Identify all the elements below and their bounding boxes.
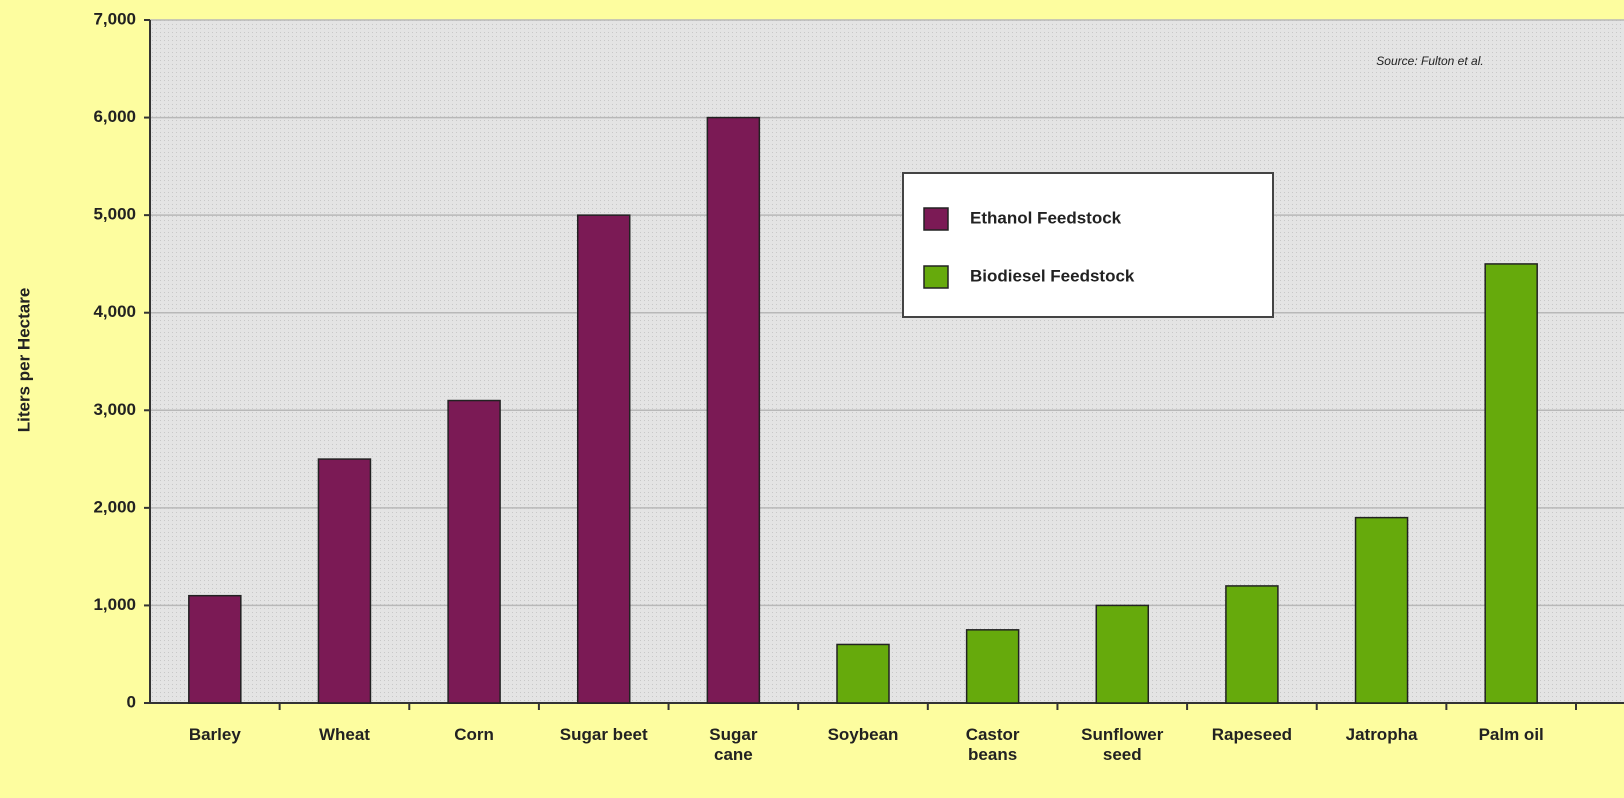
bar (1354, 516, 1409, 704)
x-tick-label: Corn (454, 725, 494, 744)
x-tick-label: Barley (188, 725, 241, 744)
y-tick-label: 6,000 (93, 107, 136, 126)
bar (447, 399, 501, 704)
x-tick-label: Rapeseed (1211, 725, 1293, 744)
legend-swatch (923, 265, 949, 289)
source-note: Source: Fulton et al. (1376, 54, 1483, 68)
bar (1095, 604, 1150, 704)
y-tick-label: 1,000 (93, 595, 136, 614)
bar (1484, 263, 1538, 704)
y-tick-label: 5,000 (93, 205, 136, 224)
y-tick-label: 3,000 (93, 400, 136, 419)
y-axis-label: Liters per Hectare (14, 288, 33, 433)
x-tick-label: Sugar cane (709, 725, 758, 764)
x-tick-label: Sunflower seed (1081, 725, 1164, 764)
legend-label: Ethanol Feedstock (970, 208, 1122, 227)
legend-box (902, 172, 1274, 318)
bar (188, 594, 242, 704)
x-tick-label: Soybean (827, 725, 899, 744)
x-tick-label: Jatropha (1345, 725, 1418, 744)
x-tick-label: Castor beans (965, 725, 1020, 764)
bar (1225, 585, 1279, 704)
y-tick-label: 2,000 (93, 497, 136, 516)
bar (576, 214, 631, 704)
bar (706, 116, 761, 704)
x-tick-label: Wheat (318, 725, 370, 744)
legend-swatch (923, 207, 949, 231)
y-tick-label: 0 (127, 692, 136, 711)
x-tick-label: Sugar beet (559, 725, 648, 744)
bar (836, 643, 890, 704)
legend-label: Biodiesel Feedstock (970, 266, 1135, 285)
y-tick-label: 4,000 (93, 302, 136, 321)
bar (965, 629, 1020, 704)
y-tick-label: 7,000 (93, 9, 136, 28)
bar (317, 458, 372, 704)
x-tick-label: Palm oil (1478, 725, 1544, 744)
